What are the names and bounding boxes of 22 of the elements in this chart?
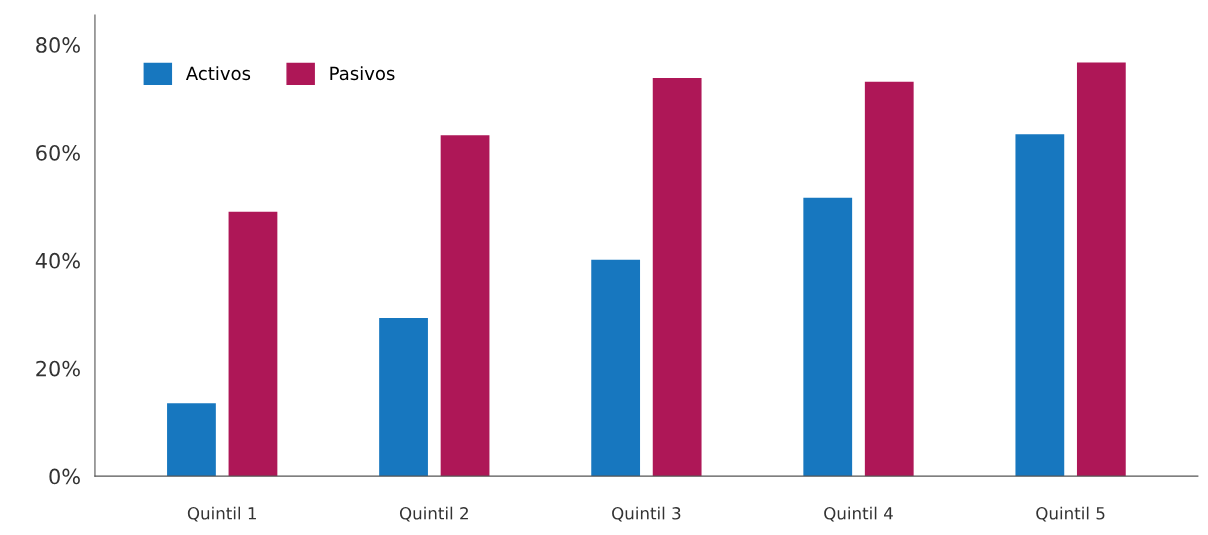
x-tick-label: Quintil 3 (612, 506, 681, 522)
y-tick-label: 60% (36, 144, 80, 161)
x-tick-label: Quintil 1 (187, 506, 256, 522)
y-tick-label: 20% (36, 360, 80, 377)
bar (591, 259, 641, 477)
legend-label: Activos (185, 66, 251, 81)
bar (864, 81, 914, 477)
x-tick-label: Quintil 4 (824, 506, 893, 522)
bar (379, 318, 428, 477)
bar (167, 403, 216, 477)
bar (803, 197, 853, 477)
y-tick-label: 0% (49, 468, 80, 485)
y-tick-label: 40% (35, 252, 80, 269)
bar (1076, 62, 1126, 477)
x-tick-label: Quintil 5 (1036, 506, 1105, 522)
y-tick-label: 80% (36, 37, 80, 53)
bar (440, 135, 490, 477)
bar (652, 78, 702, 477)
legend-label: Pasivos (330, 66, 395, 81)
x-tick-label: Quintil 2 (399, 506, 468, 522)
bar (228, 211, 278, 477)
bar (1015, 134, 1065, 477)
